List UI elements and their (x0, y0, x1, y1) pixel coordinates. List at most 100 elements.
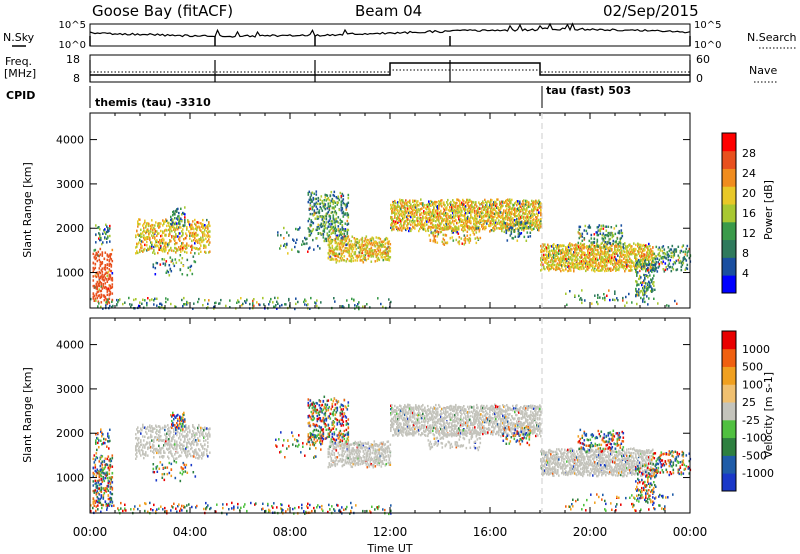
power-echo-1255 (337, 227, 340, 231)
power-echo-1926 (403, 227, 405, 230)
power-echo-3719 (581, 260, 583, 263)
power-echo-889 (207, 240, 209, 243)
power-echo-919 (174, 222, 176, 226)
power-echo-753 (186, 234, 188, 237)
power-echo-2109 (423, 216, 425, 219)
power-echo-1761 (389, 247, 392, 250)
power-echo-1465 (345, 247, 348, 250)
power-echo-3237 (446, 227, 449, 231)
power-echo-1829 (392, 211, 394, 214)
power-echo-4412 (606, 242, 609, 246)
power-echo-250 (95, 299, 97, 302)
power-echo-3532 (560, 256, 562, 259)
power-echo-937 (178, 211, 180, 215)
power-echo-1004 (307, 227, 310, 230)
power-echo-4241 (642, 260, 644, 263)
power-echo-1836 (393, 211, 395, 214)
power-echo-166 (108, 293, 111, 296)
power-echo-3271 (464, 239, 467, 242)
power-echo-3429 (548, 260, 550, 263)
power-echo-3753 (585, 269, 587, 273)
power-echo-3038 (525, 216, 527, 219)
power-echo-1352 (328, 253, 331, 257)
power-echo-1436 (340, 241, 343, 245)
power-echo-1207 (332, 225, 335, 229)
power-echo-4558 (648, 280, 650, 283)
power-echo-1340 (347, 213, 350, 216)
power-echo-2457 (463, 214, 465, 218)
power-echo-965 (163, 258, 166, 261)
power-echo-1948 (405, 228, 407, 232)
power-echo-25 (94, 262, 97, 266)
power-echo-1988 (409, 215, 411, 218)
power-echo-385 (288, 297, 290, 301)
power-echo-3558 (563, 257, 565, 260)
power-echo-958 (154, 273, 157, 276)
power-echo-4663 (669, 265, 672, 269)
power-echo-1945 (404, 207, 406, 210)
power-colorbar-tick-6: 4 (742, 267, 749, 280)
power-echo-563 (155, 240, 157, 243)
power-echo-2230 (437, 209, 439, 213)
power-echo-3595 (567, 250, 569, 253)
power-echo-4762 (612, 298, 614, 301)
power-echo-495 (145, 238, 147, 241)
power-echo-4214 (638, 248, 640, 251)
power-echo-1000 (191, 272, 194, 276)
power-echo-2066 (418, 222, 420, 226)
power-echo-2029 (413, 200, 415, 203)
power-echo-3326 (512, 237, 515, 240)
power-echo-2502 (468, 226, 470, 230)
power-echo-2834 (503, 220, 505, 223)
power-echo-3453 (551, 249, 553, 252)
power-echo-2833 (503, 223, 505, 226)
power-echo-3772 (587, 261, 589, 264)
power-echo-3279 (467, 239, 470, 242)
power-echo-2697 (489, 221, 491, 224)
power-echo-372 (274, 305, 276, 309)
power-echo-117 (103, 279, 106, 282)
power-echo-209 (111, 259, 114, 263)
power-echo-876 (204, 234, 206, 237)
power-echo-751 (186, 242, 188, 245)
power-echo-3718 (581, 262, 583, 265)
power-echo-2586 (476, 205, 478, 208)
power-echo-2089 (421, 223, 423, 226)
power-echo-2895 (509, 201, 511, 204)
power-echo-2599 (478, 210, 480, 214)
power-echo-1807 (390, 223, 392, 226)
power-echo-3164 (538, 199, 540, 202)
power-echo-3228 (444, 241, 447, 244)
power-echo-4181 (634, 252, 636, 256)
power-echo-1709 (381, 243, 384, 246)
power-echo-1831 (392, 203, 394, 207)
power-echo-3436 (549, 267, 551, 271)
power-echo-1546 (358, 243, 361, 247)
power-echo-3756 (585, 262, 587, 265)
power-echo-3603 (568, 255, 570, 259)
power-echo-625 (164, 229, 166, 232)
power-echo-4519 (643, 285, 645, 288)
power-echo-4087 (623, 260, 625, 264)
power-echo-3638 (572, 253, 574, 256)
power-echo-2340 (450, 203, 452, 206)
power-echo-2260 (441, 221, 443, 224)
power-echo-3971 (608, 246, 610, 250)
power-echo-2734 (492, 211, 494, 215)
power-echo-4687 (674, 248, 677, 251)
power-echo-3633 (572, 265, 574, 269)
power-echo-3410 (546, 262, 548, 265)
power-echo-2782 (497, 198, 499, 201)
power-echo-2437 (461, 224, 463, 227)
power-echo-1864 (396, 218, 398, 221)
power-echo-3079 (529, 212, 531, 215)
power-echo-188 (109, 262, 112, 266)
power-echo-2618 (480, 203, 482, 206)
power-echo-3215 (437, 230, 440, 234)
power-echo-1679 (377, 256, 380, 260)
power-echo-4174 (633, 247, 635, 251)
power-echo-2470 (464, 209, 466, 213)
power-echo-238 (106, 225, 108, 228)
power-echo-1539 (357, 255, 360, 259)
power-echo-1716 (383, 255, 386, 259)
